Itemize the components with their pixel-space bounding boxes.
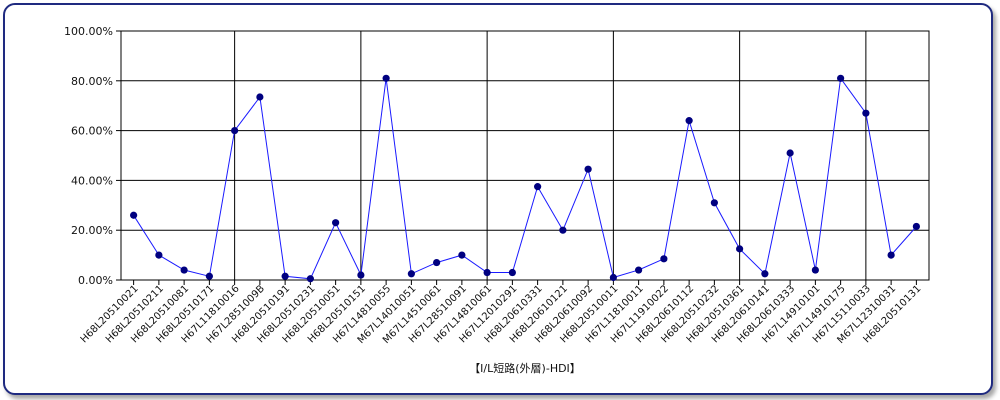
data-point	[205, 272, 213, 280]
data-point	[382, 74, 390, 82]
y-tick-label: 20.00%	[71, 224, 113, 237]
data-point	[508, 268, 516, 277]
plot-area	[120, 30, 930, 281]
data-point	[180, 266, 188, 274]
axes	[116, 30, 930, 285]
data-point	[912, 222, 920, 231]
data-point	[357, 271, 365, 279]
data-point	[685, 117, 693, 125]
data-point	[837, 74, 845, 82]
data-point	[584, 165, 592, 173]
x-tick-labels: H68L20510021H68L20510211H68L20510081H68L…	[79, 283, 924, 346]
y-tick-label: 100.00%	[64, 25, 113, 38]
data-point	[710, 199, 718, 207]
data-point	[458, 251, 466, 259]
grid	[121, 30, 929, 280]
series-line	[133, 76, 917, 280]
data-point	[281, 272, 289, 280]
y-tick-label: 60.00%	[71, 125, 113, 138]
data-point	[231, 127, 239, 135]
series	[130, 74, 920, 283]
data-point	[306, 275, 314, 283]
data-point	[811, 266, 819, 274]
data-point	[635, 266, 643, 274]
y-tick-label: 80.00%	[71, 75, 113, 88]
data-point	[433, 258, 441, 267]
x-axis-label: 【I/L短路(外層)-HDI】	[469, 361, 581, 375]
data-point	[761, 270, 769, 278]
data-point	[534, 183, 542, 191]
chart-frame	[3, 3, 993, 395]
data-point	[559, 226, 567, 234]
data-point	[256, 93, 264, 101]
data-point	[155, 251, 163, 259]
data-point	[736, 245, 744, 253]
data-point	[786, 149, 794, 157]
y-tick-labels: 0.00% 20.00% 40.00% 60.00% 80.00% 100.00%	[64, 25, 113, 287]
data-point	[130, 211, 138, 219]
data-point	[887, 251, 895, 259]
data-point	[609, 273, 617, 282]
data-point	[862, 109, 870, 117]
data-point	[483, 268, 491, 277]
data-point	[660, 255, 668, 263]
data-point	[407, 270, 415, 278]
y-tick-label: 0.00%	[78, 274, 113, 287]
data-point	[332, 219, 340, 227]
y-tick-label: 40.00%	[71, 174, 113, 187]
